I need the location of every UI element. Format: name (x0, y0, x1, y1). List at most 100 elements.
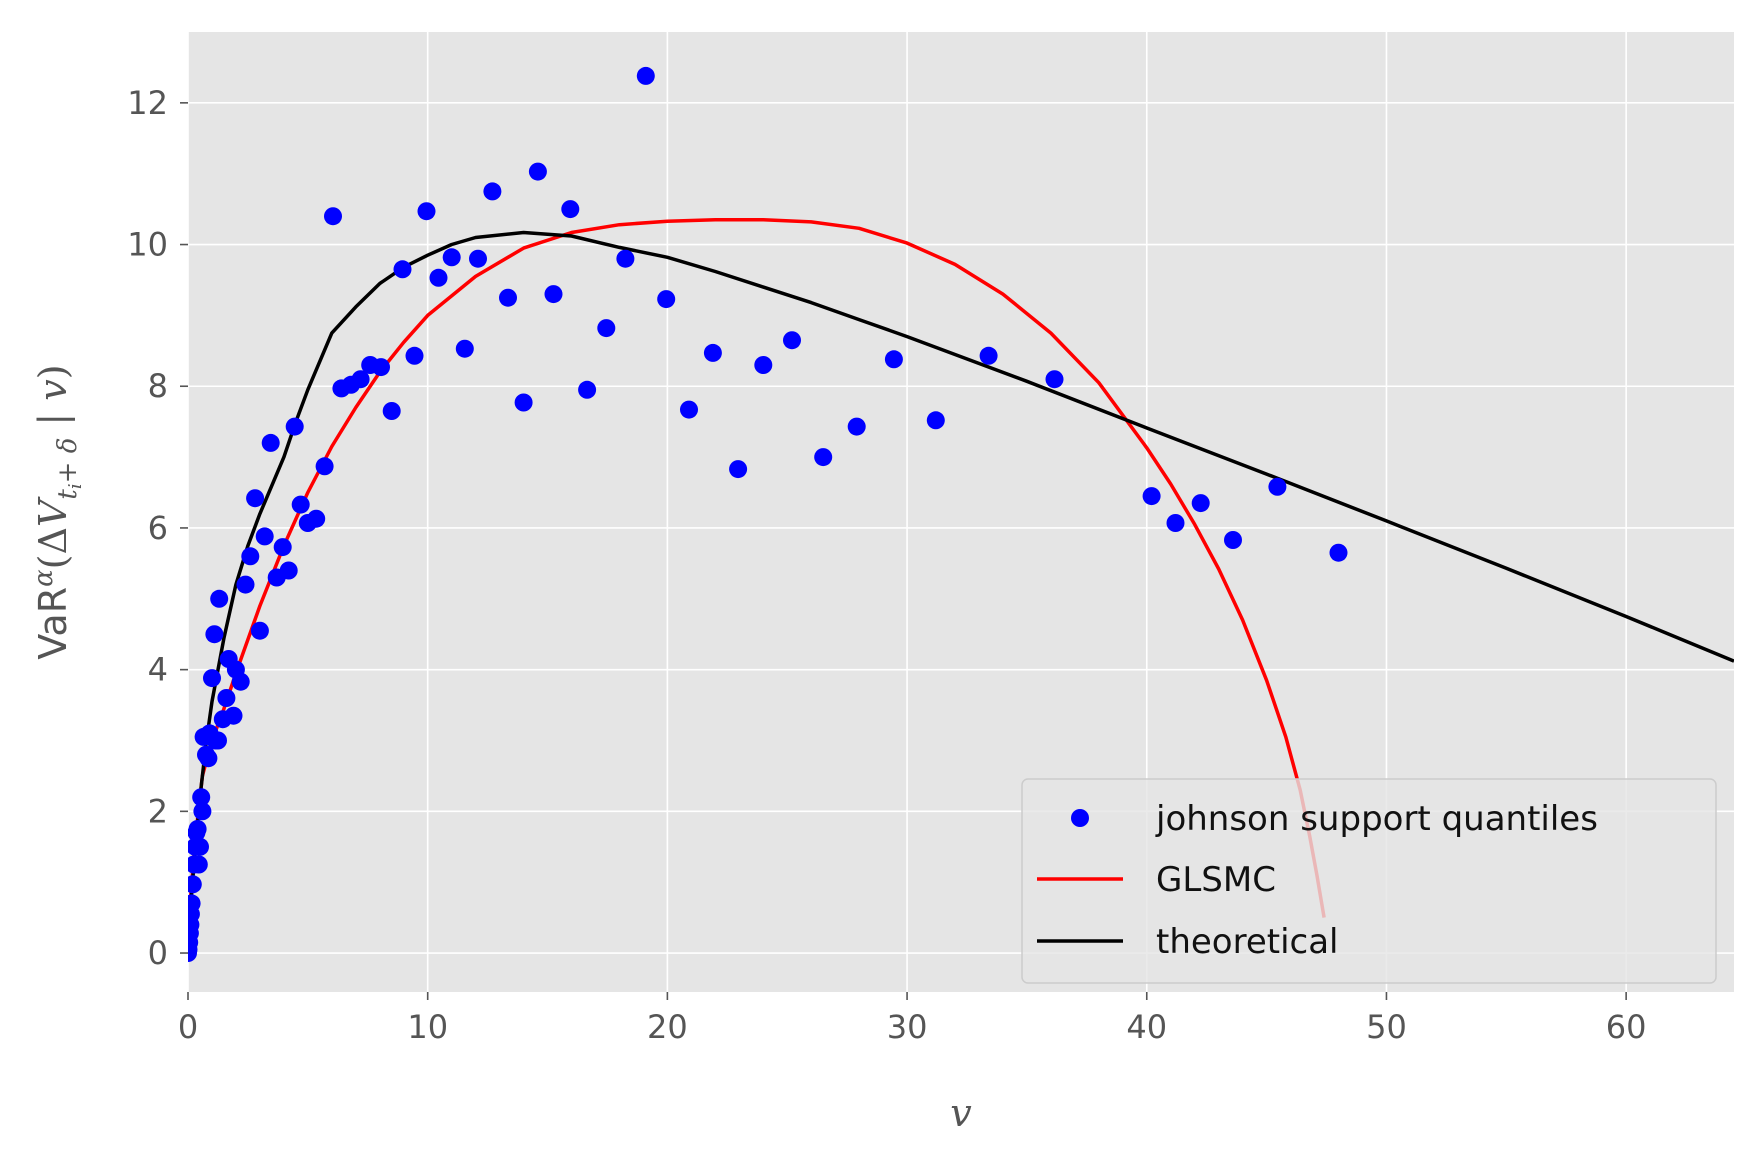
scatter-point (291, 495, 310, 514)
scatter-point (1045, 370, 1064, 389)
scatter-point (255, 527, 274, 546)
scatter-point (561, 200, 580, 219)
legend-label-theoretical: theoretical (1156, 922, 1339, 962)
scatter-point (429, 268, 448, 287)
scatter-point (455, 339, 474, 358)
scatter-point (514, 393, 533, 412)
scatter-point (241, 547, 260, 566)
legend-label-johnson: johnson support quantiles (1155, 799, 1598, 839)
scatter-point (703, 343, 722, 362)
scatter-point (657, 290, 676, 309)
x-axis-label: v (950, 1091, 972, 1135)
y-label-prefix: VaR (31, 587, 75, 660)
axis-ticks: 0 10 20 30 40 50 60 0 2 4 6 8 10 12 (127, 84, 1646, 1046)
scatter-point (193, 802, 212, 821)
y-tick-label: 6 (148, 509, 168, 547)
series-layer (188, 66, 1734, 962)
scatter-point (199, 749, 218, 768)
y-label-var: V (31, 496, 75, 527)
scatter-point (483, 182, 502, 201)
scatter-point (847, 417, 866, 436)
scatter-point (307, 509, 326, 528)
y-label-subrest: + δ (53, 438, 83, 484)
gridlines (187, 32, 1734, 992)
scatter-point (224, 706, 243, 725)
y-tick-label: 12 (127, 84, 168, 122)
scatter-point (205, 625, 224, 644)
y-axis-label: VaRα(ΔVti+ δ | v) (29, 364, 86, 659)
y-tick-label: 4 (148, 651, 168, 689)
scatter-point (382, 402, 401, 420)
scatter-point (578, 380, 597, 399)
x-tick-label: 20 (647, 1008, 688, 1046)
scatter-point (246, 489, 265, 508)
scatter-point (469, 249, 487, 268)
scatter-point (1329, 543, 1348, 562)
scatter-point (729, 460, 748, 479)
scatter-point (783, 331, 801, 350)
scatter-point (544, 285, 563, 304)
scatter-point (209, 731, 227, 750)
scatter-point (1142, 487, 1161, 506)
scatter-point (616, 249, 635, 268)
scatter-point (273, 538, 292, 557)
svg-text:VaRα(ΔVti+ δ | v): VaRα(ΔVti+ δ | v) (29, 364, 86, 659)
scatter-point (324, 207, 342, 226)
y-tick-label: 10 (127, 226, 168, 264)
x-tick-label: 40 (1126, 1008, 1167, 1046)
x-tick-label: 60 (1606, 1008, 1647, 1046)
scatter-point (1224, 531, 1242, 549)
x-tick-label: 0 (178, 1008, 198, 1046)
scatter-point (754, 356, 773, 374)
scatter-point (442, 248, 461, 267)
y-label-open: (Δ (31, 527, 75, 569)
scatter-point (217, 689, 236, 707)
scatter-point (814, 448, 833, 467)
y-label-sub: t (53, 489, 83, 500)
scatter-point (285, 417, 304, 436)
scatter-point (261, 433, 280, 452)
scatter-point (250, 621, 269, 640)
scatter-point (315, 457, 334, 476)
scatter-point (528, 162, 547, 181)
scatter-point (188, 894, 201, 913)
y-tick-label: 2 (148, 792, 168, 830)
scatter-point (192, 788, 211, 807)
scatter-point (191, 837, 209, 856)
scatter-point (680, 400, 698, 419)
scatter-point (417, 202, 436, 221)
scatter-point (203, 669, 221, 688)
scatter-point (597, 319, 616, 338)
legend-marker-johnson (1071, 809, 1089, 827)
y-tick-label: 0 (148, 934, 168, 972)
x-tick-label: 10 (407, 1008, 448, 1046)
scatter-point (210, 589, 229, 608)
x-tick-label: 50 (1366, 1008, 1407, 1046)
y-label-cond: v (31, 379, 75, 401)
y-label-close: ) (31, 364, 75, 379)
scatter-point (372, 358, 390, 377)
x-tick-label: 30 (887, 1008, 928, 1046)
scatter-point (188, 820, 207, 838)
scatter-point (1268, 477, 1287, 496)
scatter-point (279, 561, 298, 580)
scatter-point (1191, 494, 1210, 513)
scatter-point (499, 288, 517, 307)
scatter-point (393, 260, 412, 279)
legend: johnson support quantiles GLSMC theoreti… (1021, 778, 1717, 984)
scatter-point (636, 66, 655, 85)
scatter-point (884, 350, 903, 369)
scatter-point (189, 855, 208, 874)
scatter-point (236, 575, 255, 594)
legend-box (1021, 778, 1717, 984)
scatter-point (351, 370, 370, 389)
scatter-point (926, 411, 945, 430)
scatter-point (231, 672, 250, 691)
scatter-point (979, 346, 998, 365)
y-tick-label: 8 (148, 367, 168, 405)
y-label-alpha: α (29, 569, 59, 587)
scatter-point (405, 346, 424, 365)
legend-label-glsmc: GLSMC (1156, 860, 1276, 900)
scatter-point (188, 875, 202, 894)
